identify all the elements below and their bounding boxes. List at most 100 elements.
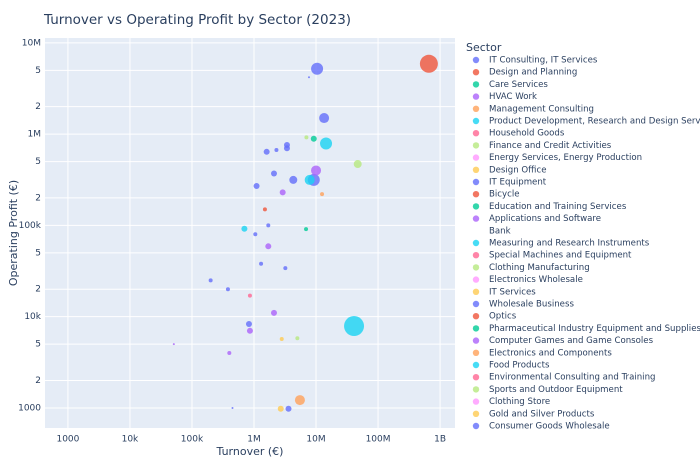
- point: [225, 287, 230, 292]
- point: [270, 170, 277, 177]
- legend-label: Management Consulting: [489, 104, 594, 114]
- legend-marker: [472, 252, 480, 259]
- y-tick-label: 5: [35, 248, 41, 258]
- plot-area: [45, 38, 455, 428]
- legend-marker: [472, 191, 480, 198]
- legend-marker: [472, 361, 480, 369]
- x-tick-label: 100k: [181, 435, 204, 445]
- y-tick-label: 5: [35, 66, 41, 76]
- legend-marker: [472, 313, 480, 320]
- point: [320, 192, 325, 197]
- legend-marker: [472, 325, 480, 332]
- point: [319, 113, 330, 124]
- legend-marker: [472, 288, 480, 295]
- legend-label: Optics: [489, 312, 517, 322]
- x-tick-label: 10k: [122, 435, 139, 445]
- legend-label: Pharmaceutical Industry Equipment and Su…: [489, 324, 700, 334]
- legend-label: HVAC Work: [489, 92, 537, 102]
- point: [320, 137, 333, 150]
- point: [353, 160, 362, 169]
- legend-marker: [472, 142, 480, 149]
- point: [283, 266, 288, 271]
- y-tick-label: 5: [35, 340, 41, 350]
- legend-label: IT Services: [489, 287, 536, 297]
- legend-marker: [472, 422, 480, 430]
- legend-marker: [472, 374, 480, 381]
- point: [246, 327, 253, 334]
- legend-label: Electronics Wholesale: [489, 275, 583, 285]
- point: [263, 148, 270, 155]
- legend-marker: [472, 178, 480, 186]
- legend-label: Household Goods: [489, 129, 565, 139]
- legend-marker: [472, 337, 480, 344]
- x-tick-label: 1000: [56, 435, 79, 445]
- chart-title: Turnover vs Operating Profit by Sector (…: [43, 12, 351, 28]
- legend-label: Design and Planning: [489, 68, 577, 78]
- point: [304, 174, 315, 185]
- point: [310, 135, 317, 142]
- legend-marker: [472, 166, 480, 173]
- legend-label: Food Products: [489, 361, 550, 371]
- y-tick-label: 10M: [22, 38, 41, 48]
- y-tick-label: 2: [35, 102, 41, 112]
- legend-marker: [472, 410, 480, 417]
- legend-label: Wholesale Business: [489, 300, 574, 310]
- legend-label: Clothing Store: [489, 397, 550, 407]
- legend-label: Bicycle: [489, 190, 520, 200]
- point: [208, 278, 213, 283]
- legend-marker: [472, 264, 480, 271]
- point: [262, 207, 267, 212]
- point: [247, 293, 252, 298]
- point: [304, 227, 309, 232]
- legend-label: Care Services: [489, 80, 548, 90]
- legend-label: Bank: [489, 226, 511, 236]
- point: [274, 147, 279, 152]
- point: [311, 62, 324, 75]
- legend-marker: [472, 349, 480, 356]
- legend-label: Applications and Software: [489, 214, 601, 224]
- point: [419, 54, 438, 73]
- point: [266, 223, 271, 228]
- legend-label: Education and Training Services: [489, 202, 627, 212]
- point: [172, 343, 175, 346]
- legend-marker: [472, 215, 480, 222]
- x-tick-label: 100M: [366, 435, 391, 445]
- point: [270, 309, 277, 316]
- point: [227, 350, 232, 355]
- y-axis-title: Operating Profit (€): [7, 180, 20, 286]
- y-tick-label: 2: [35, 376, 41, 386]
- point: [294, 395, 305, 406]
- legend-marker: [472, 227, 480, 234]
- y-tick-label: 1M: [28, 130, 42, 140]
- legend-marker: [472, 300, 480, 308]
- legend-label: Product Development, Research and Design…: [489, 117, 700, 127]
- point: [289, 175, 298, 184]
- y-tick-label: 2: [35, 285, 41, 295]
- point: [344, 316, 365, 337]
- legend-marker: [472, 81, 480, 88]
- point: [311, 165, 322, 176]
- legend-marker: [472, 93, 480, 100]
- point: [253, 232, 258, 237]
- legend-label: Gold and Silver Products: [489, 409, 595, 419]
- legend-label: Energy Services, Energy Production: [489, 153, 642, 163]
- point: [241, 225, 248, 232]
- legend-marker: [472, 386, 480, 393]
- point: [259, 261, 264, 266]
- point: [277, 405, 284, 412]
- legend-marker: [472, 117, 480, 125]
- legend-marker: [472, 239, 480, 247]
- legend-marker: [472, 56, 480, 64]
- point: [279, 336, 284, 341]
- point: [279, 189, 286, 196]
- legend-marker: [472, 398, 480, 405]
- legend-label: Measuring and Research Instruments: [489, 239, 650, 249]
- y-tick-label: 10k: [24, 312, 41, 322]
- legend-title: Sector: [466, 41, 502, 54]
- legend-marker: [472, 105, 480, 113]
- legend-label: Design Office: [489, 165, 547, 175]
- x-tick-label: 1B: [434, 435, 446, 445]
- y-tick-label: 2: [35, 193, 41, 203]
- legend-marker: [472, 130, 480, 137]
